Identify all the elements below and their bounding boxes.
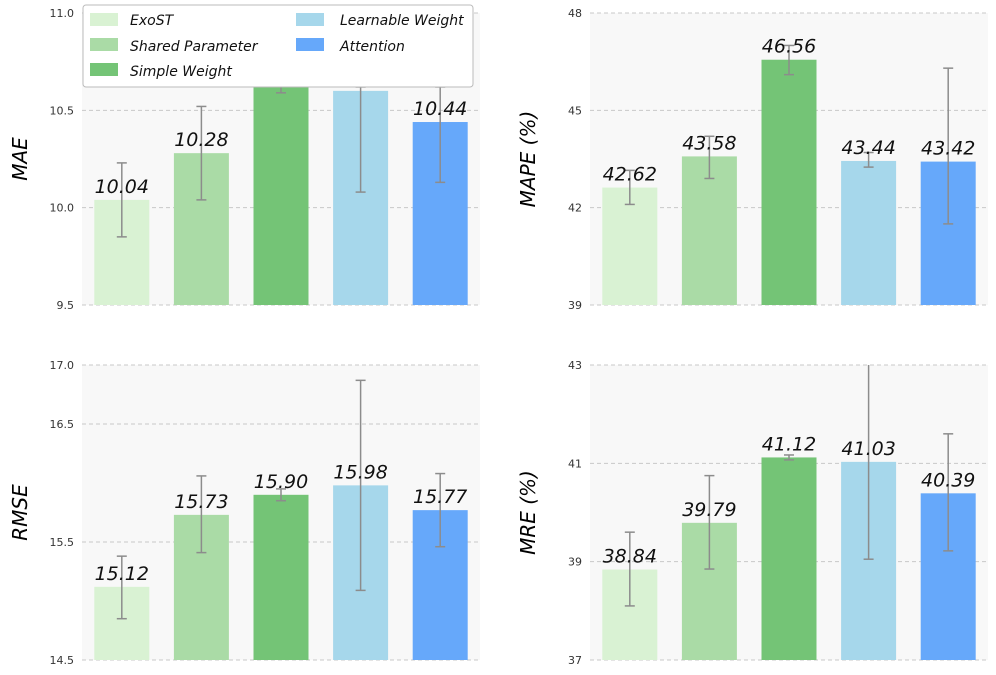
y-axis-label: MAPE (%): [516, 111, 540, 208]
legend-item-exost: ExoST: [90, 13, 175, 29]
y-tick-label: 45: [568, 104, 582, 117]
legend-item-shared-parameter: Shared Parameter: [90, 38, 259, 55]
data-label: 43.42: [921, 138, 975, 160]
data-label: 10.04: [95, 176, 149, 198]
y-tick-label: 10.5: [50, 104, 75, 117]
chart-panel-3: 14.5 15.5 16.5 17.0 15.12 15.73 15.90 15.98 15.7…: [8, 359, 480, 667]
y-axis-label: RMSE: [8, 484, 32, 541]
y-tick-label: 39: [568, 299, 582, 312]
y-axis-label: MAE: [8, 137, 32, 181]
legend-box: [82, 4, 474, 88]
data-label: 10.44: [413, 98, 467, 120]
y-tick-label: 11.0: [50, 7, 75, 20]
chart-panels: 9.5 10.0 10.5 11.0 10.04 10.28 10.44 MAE 39 42 45 4…: [8, 7, 988, 667]
y-tick-label: 48: [568, 7, 582, 20]
legend-label: Simple Weight: [130, 64, 232, 80]
legend-label: Learnable Weight: [340, 13, 464, 29]
data-label: 42.62: [603, 164, 657, 186]
bar-learnable-weight: [841, 160, 897, 305]
y-tick-label: 14.5: [50, 654, 75, 667]
bar-exost: [602, 187, 658, 305]
legend-swatch: [90, 13, 118, 26]
legend-label: ExoST: [130, 13, 175, 29]
bar-simple-weight: [761, 59, 817, 305]
legend-swatch: [296, 38, 324, 51]
data-label: 39.79: [682, 499, 736, 521]
data-label: 40.39: [921, 469, 975, 491]
data-label: 15.73: [174, 491, 228, 513]
y-tick-label: 17.0: [50, 359, 75, 372]
bar-simple-weight: [253, 494, 309, 660]
y-tick-label: 9.5: [57, 299, 75, 312]
legend-label: Attention: [339, 39, 405, 55]
data-label: 10.28: [174, 129, 228, 151]
chart-panel-2: 39 42 45 48 42.62 43.58 46.56 43.44 43.42 MAPE (%…: [516, 7, 988, 312]
data-label: 15.77: [413, 486, 467, 508]
y-tick-label: 16.5: [50, 418, 75, 431]
legend: ExoST Shared Parameter Simple Weight Lea…: [82, 4, 474, 88]
legend-swatch: [90, 63, 118, 76]
legend-item-simple-weight: Simple Weight: [90, 63, 232, 80]
chart-panel-4: 37 39 41 43 38.84 39.79 41.12 41.03 40.39 MRE (%): [516, 359, 988, 667]
data-label: 15.98: [333, 461, 387, 483]
bar-shared-parameter: [681, 156, 737, 305]
y-tick-label: 10.0: [50, 202, 75, 215]
y-tick-label: 41: [568, 457, 582, 470]
legend-item-attention: Attention: [296, 38, 405, 55]
data-label: 41.12: [762, 433, 816, 455]
legend-swatch: [296, 13, 324, 26]
y-tick-label: 42: [568, 202, 582, 215]
bar-simple-weight: [761, 457, 817, 660]
data-label: 46.56: [762, 36, 816, 58]
y-tick-label: 43: [568, 359, 582, 372]
legend-item-learnable-weight: Learnable Weight: [296, 13, 464, 29]
legend-label: Shared Parameter: [130, 39, 259, 55]
y-tick-label: 15.5: [50, 536, 75, 549]
data-label: 15.90: [254, 471, 308, 493]
y-tick-label: 37: [568, 654, 582, 667]
legend-swatch: [90, 38, 118, 51]
data-label: 15.12: [95, 563, 149, 585]
bar-simple-weight: [253, 86, 309, 306]
data-label: 38.84: [603, 546, 657, 568]
data-label: 41.03: [841, 438, 895, 460]
y-axis-label: MRE (%): [516, 470, 540, 555]
y-tick-label: 39: [568, 556, 582, 569]
data-label: 43.44: [841, 137, 895, 159]
data-label: 43.58: [682, 132, 736, 154]
